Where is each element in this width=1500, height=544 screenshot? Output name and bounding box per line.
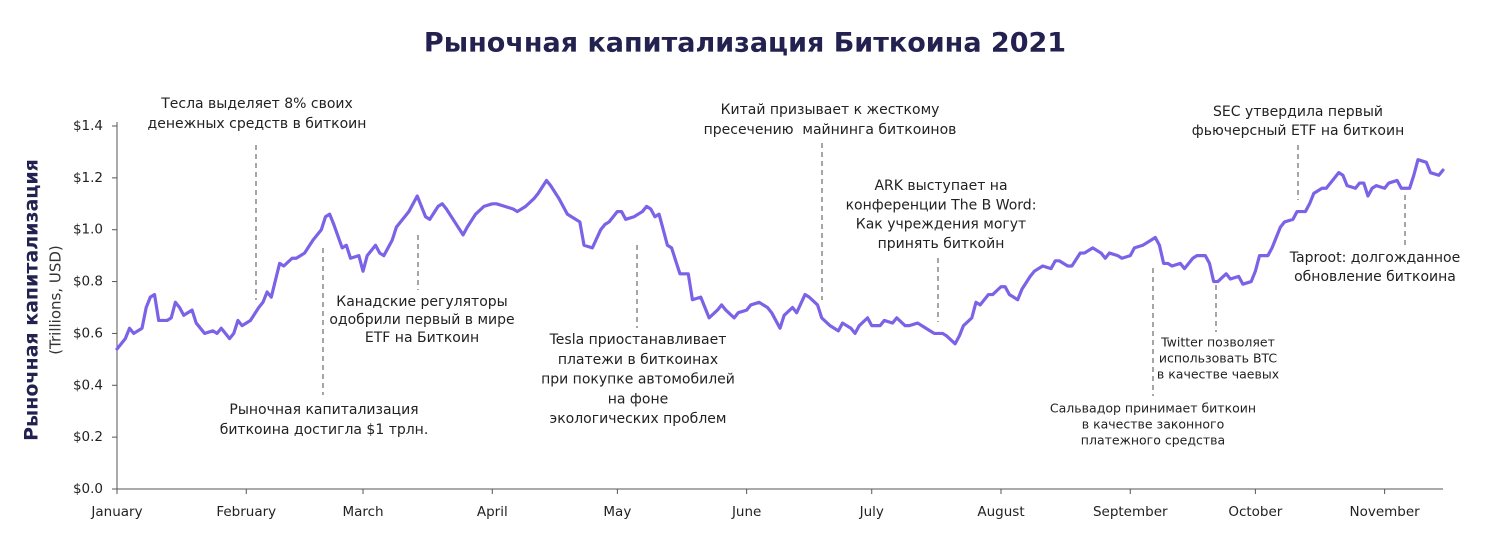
x-tick-label: November: [1350, 504, 1421, 520]
annotation-text: биткоина достигла $1 трлн.: [220, 422, 429, 438]
annotation-text: экологических проблем: [550, 411, 727, 427]
annotation-text: платежи в биткоинах: [558, 352, 718, 368]
x-tick-label: February: [216, 504, 276, 520]
annotation-text: принять биткойн: [878, 236, 1005, 252]
x-tick-label: March: [342, 504, 383, 520]
x-tick-label: September: [1093, 504, 1168, 520]
y-tick-label: $1.2: [73, 170, 103, 186]
annotation-text: денежных средств в биткоин: [148, 116, 367, 132]
annotation-text: Taproot: долгожданное: [1289, 250, 1460, 266]
annotation-text: Twitter позволяет: [1160, 335, 1275, 350]
annotation-text: фьючерсный ETF на биткоин: [1192, 123, 1404, 139]
annotation-text: Тесла выделяет 8% своих: [160, 96, 353, 112]
annotation-text: при покупке автомобилей: [541, 372, 735, 388]
annotation-text: использовать BTC: [1159, 351, 1278, 366]
annotation-text: в качестве законного: [1082, 417, 1225, 432]
annotation-text: Сальвадор принимает биткоин: [1050, 401, 1256, 416]
x-tick-label: January: [90, 504, 142, 520]
annotation-text: Как учреждения могут: [856, 217, 1026, 233]
annotation-text: обновление биткоина: [1294, 269, 1456, 285]
annotation-text: Канадские регуляторы: [336, 294, 507, 310]
annotation-text: Tesla приостанавливает: [549, 332, 727, 348]
y-tick-label: $1.0: [73, 222, 103, 238]
annotation-text: на фоне: [608, 391, 668, 407]
x-tick-label: August: [977, 504, 1024, 520]
annotation-text: Китай призывает к жесткому: [721, 102, 940, 118]
annotation-text: конференции The B Word:: [846, 197, 1037, 213]
annotation-text: пресечению майнинга биткоинов: [704, 122, 957, 138]
x-tick-label: April: [477, 504, 508, 520]
x-tick-label: July: [859, 504, 884, 520]
y-tick-label: $0.2: [73, 429, 103, 445]
y-tick-label: $0.6: [73, 325, 103, 341]
annotation-text: SEC утвердила первый: [1213, 104, 1383, 120]
y-tick-label: $1.4: [73, 118, 103, 134]
y-axis-subtitle: (Trillions, USD): [47, 245, 65, 355]
y-tick-label: $0.0: [73, 481, 103, 497]
series-line: [115, 158, 1445, 351]
y-tick-label: $0.4: [73, 377, 103, 393]
x-tick-label: June: [731, 504, 761, 520]
annotation-text: ARK выступает на: [874, 178, 1007, 194]
y-tick-label: $0.8: [73, 274, 103, 290]
annotation-text: Рыночная капитализация: [229, 402, 418, 418]
annotation-text: в качестве чаевых: [1157, 367, 1279, 382]
x-tick-label: October: [1228, 504, 1282, 520]
annotation-text: платежного средства: [1081, 433, 1225, 448]
y-axis-title: Рыночная капитализация: [21, 159, 43, 441]
chart-title: Рыночная капитализация Биткоина 2021: [424, 28, 1066, 59]
x-tick-label: May: [603, 504, 631, 520]
annotation-text: одобрили первый в мире: [329, 312, 514, 328]
annotation-text: ETF на Биткоин: [365, 330, 479, 346]
